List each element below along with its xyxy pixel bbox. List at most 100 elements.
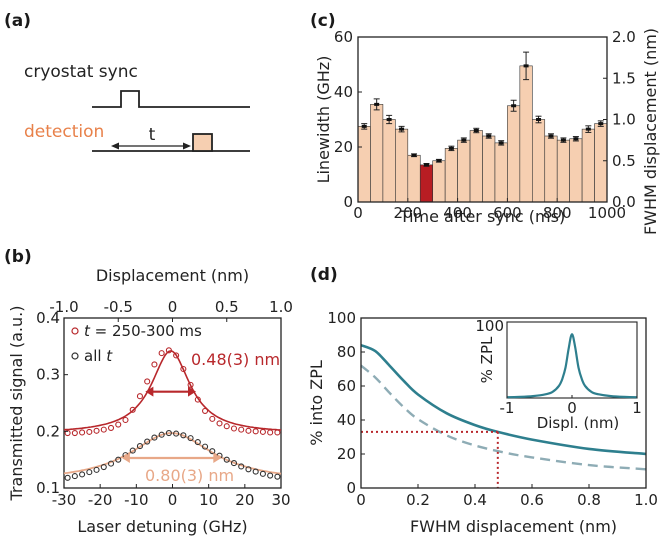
data-point-red	[71, 429, 78, 437]
bar-value-marker	[511, 104, 517, 108]
sync-line	[92, 90, 250, 108]
data-point-red	[144, 378, 151, 385]
panel-c-bar-chart: 0 200 400 600 800 1000 0 20 40 60 0.0 0.5 1.0 1.5 2.0 T…	[314, 28, 660, 235]
bar	[482, 135, 496, 203]
data-point-red	[129, 406, 136, 413]
bar	[395, 128, 409, 203]
data-point-black	[79, 471, 86, 478]
data-point-red	[267, 429, 274, 436]
t-arrow-head-left	[111, 142, 119, 150]
x-top-axis-label: Displacement (nm)	[96, 266, 249, 285]
x-axis-label: Laser detuning (GHz)	[77, 517, 247, 536]
fit-curve-peach	[63, 432, 282, 475]
y-tick-label: 100	[327, 309, 356, 327]
bar-value-marker	[374, 102, 380, 106]
bar-value-marker	[585, 127, 591, 131]
data-point-black	[129, 447, 136, 454]
bar-value-marker	[598, 122, 604, 126]
data-point-black	[252, 468, 259, 475]
data-point-red	[245, 427, 252, 434]
data-point-red	[86, 428, 93, 435]
y-right-tick-label: 1.0	[612, 111, 636, 129]
data-point-red	[252, 428, 259, 435]
x-tick-label: 600	[493, 204, 522, 222]
data-point-black	[180, 432, 187, 439]
inset-x-tick-label: 0	[567, 399, 577, 417]
bar-value-marker	[523, 64, 529, 68]
y-tick-label: 0.4	[36, 309, 60, 327]
fwhm-arrow-peach-head	[121, 452, 130, 463]
y-right-tick-label: 1.5	[612, 69, 636, 87]
y-tick-label: 20	[334, 138, 353, 156]
bar-value-marker	[423, 163, 429, 167]
annotation-red: 0.48(3) nm	[191, 350, 280, 369]
data-point-black	[274, 473, 281, 480]
fit-curve-red	[63, 350, 282, 431]
y-axis-label: % into ZPL	[307, 360, 326, 446]
panel-label-c: (c)	[310, 11, 336, 31]
bar	[382, 119, 396, 203]
data-point-red	[180, 365, 187, 373]
x-top-tick-label: 1.0	[269, 298, 293, 316]
data-point-black	[100, 463, 107, 471]
x-tick-label: 400	[443, 204, 472, 222]
data-point-red	[79, 429, 86, 436]
y-tick-label: 0.2	[36, 422, 60, 440]
panel-d-line-chart: 0 0.2 0.4 0.6 0.8 1.0 0 20 40 60 80 100 FWHM displac…	[307, 309, 658, 536]
legend-entry-all: all t	[84, 347, 113, 365]
bar-value-marker	[399, 127, 405, 131]
data-point-black	[71, 473, 78, 480]
bar	[494, 142, 508, 203]
y-tick-label: 0	[346, 479, 356, 497]
x-tick-label: -10	[124, 491, 149, 509]
data-point-red	[173, 352, 180, 359]
legend-marker-red	[71, 327, 79, 335]
legend-all-prefix: all	[84, 347, 106, 365]
bar-value-marker	[573, 137, 579, 141]
bar	[569, 138, 583, 203]
y-right-tick-label: 2.0	[612, 28, 636, 46]
x-tick-label: 200	[393, 204, 422, 222]
bar	[544, 135, 558, 203]
data-point-black	[64, 474, 71, 481]
legend-all-symbol: t	[106, 347, 113, 365]
bar-value-marker	[473, 129, 479, 132]
x-tick-label: 20	[235, 491, 254, 509]
data-point-black	[259, 470, 266, 477]
bar-value-marker	[560, 138, 566, 142]
data-point-red	[194, 396, 201, 403]
x-tick-label: 1000	[588, 204, 626, 222]
data-point-red	[165, 347, 172, 354]
data-point-red	[151, 361, 158, 368]
data-point-black	[107, 460, 115, 467]
solid-curve	[360, 343, 647, 456]
detection-pulse	[192, 133, 213, 152]
inset-y-tick-label: 100	[475, 317, 504, 335]
data-point-red	[230, 425, 238, 432]
data-point-red	[100, 426, 107, 433]
bar	[419, 164, 433, 203]
data-point-red	[64, 429, 71, 437]
bar	[457, 139, 471, 203]
data-point-red	[115, 421, 122, 428]
bar-value-marker	[361, 124, 367, 128]
t-arrow-head-right	[183, 142, 191, 150]
legend-t-symbol: t	[84, 322, 91, 340]
sync-label: cryostat sync	[24, 62, 138, 82]
bar	[407, 154, 421, 203]
bar-value-marker	[548, 134, 554, 138]
detection-label: detection	[24, 122, 104, 142]
x-tick-label: 0.6	[520, 491, 544, 509]
bar	[469, 130, 483, 203]
data-point-black	[115, 456, 122, 463]
bar	[370, 104, 384, 203]
t-label: t	[149, 125, 156, 145]
plot-frame	[63, 317, 282, 489]
fwhm-arrow-red-head	[188, 386, 197, 397]
data-point-black	[93, 466, 100, 473]
x-tick-label: 0.8	[577, 491, 601, 509]
inset-x-axis-label: Displ. (nm)	[537, 414, 620, 432]
data-point-black	[144, 438, 151, 445]
plot-frame	[360, 317, 647, 489]
x-tick-label: 30	[271, 491, 290, 509]
